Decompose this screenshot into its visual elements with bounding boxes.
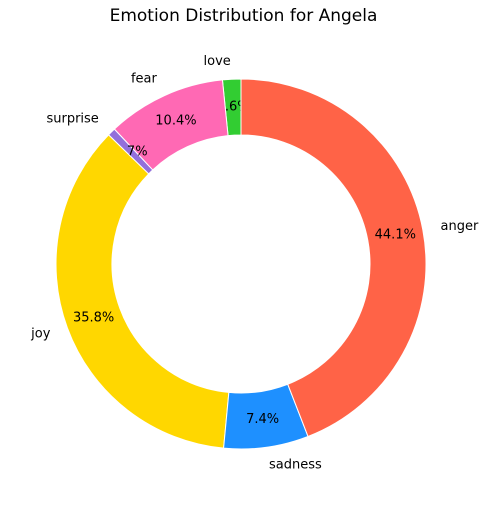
category-label-sadness: sadness [269, 458, 322, 473]
category-label-fear: fear [131, 72, 158, 87]
category-label-love: love [204, 54, 231, 69]
category-label-surprise: surprise [46, 112, 98, 127]
pct-label-joy: 35.8% [73, 311, 114, 326]
category-label-joy: joy [30, 326, 51, 341]
pct-label-sadness: 7.4% [246, 412, 279, 427]
chart-title: Emotion Distribution for Angela [109, 6, 378, 26]
pct-label-anger: 44.1% [375, 228, 416, 243]
slice-anger [240, 78, 427, 438]
pct-label-fear: 10.4% [155, 114, 196, 129]
slice-joy [55, 134, 230, 449]
category-label-anger: anger [441, 219, 479, 234]
